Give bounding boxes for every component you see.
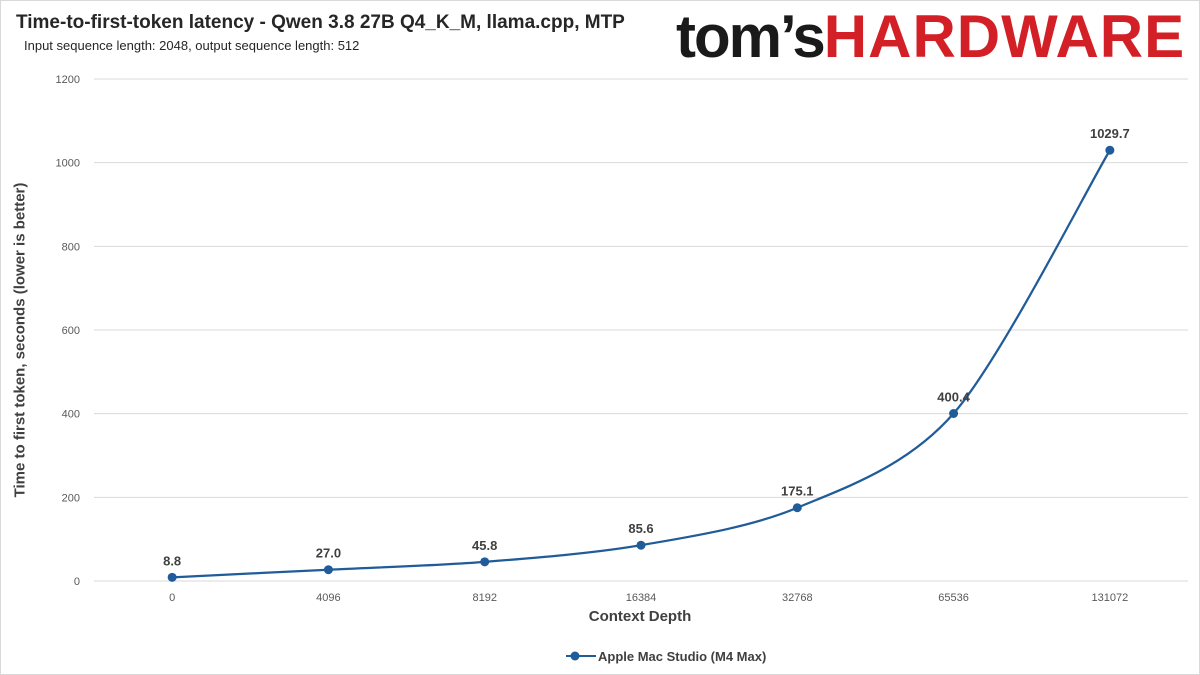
data-label: 400.4 [937,389,970,404]
data-label: 45.8 [472,538,497,553]
data-point [636,540,646,550]
x-tick-label: 32768 [782,592,813,604]
x-tick-label: 4096 [316,592,340,604]
y-tick-label: 200 [62,492,80,504]
data-point [323,565,333,575]
y-tick-label: 600 [62,325,80,337]
x-tick-label: 0 [169,592,175,604]
x-tick-label: 8192 [472,592,496,604]
data-label: 27.0 [316,546,341,561]
legend: Apple Mac Studio (M4 Max) [566,646,766,666]
x-tick-label: 65536 [938,592,969,604]
data-point [949,408,959,418]
y-tick-label: 800 [62,241,80,253]
y-tick-label: 400 [62,409,80,421]
x-axis-label: Context Depth [588,608,692,625]
chart-subtitle: Input sequence length: 2048, output sequ… [24,38,360,53]
y-tick-label: 1000 [56,158,80,170]
y-tick-label: 0 [74,576,80,588]
data-point [792,503,802,513]
chart-title: Time-to-first-token latency - Qwen 3.8 2… [16,12,625,33]
data-label: 85.6 [628,521,653,536]
legend-marker [566,651,596,661]
x-tick-label: 131072 [1091,592,1128,604]
data-label: 175.1 [781,484,814,499]
x-tick-label: 16384 [626,592,657,604]
data-label: 8.8 [163,553,181,568]
series-line [172,149,1111,579]
data-point [480,557,490,567]
toms-hardware-logo: tom’sHARDWARE [676,3,1186,70]
y-axis-label: Time to first token, seconds (lower is b… [11,182,29,498]
data-label: 1029.7 [1090,126,1130,141]
y-tick-label: 1200 [56,74,80,86]
data-point [167,572,177,582]
legend-label: Apple Mac Studio (M4 Max) [598,648,767,664]
data-point [1105,145,1115,155]
